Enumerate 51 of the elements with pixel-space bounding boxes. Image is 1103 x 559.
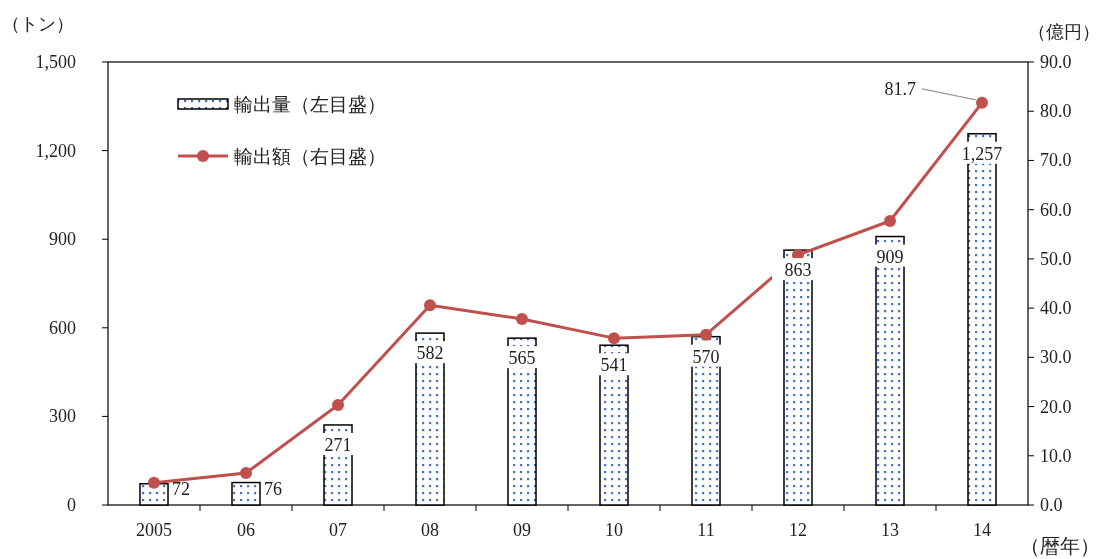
y2-tick-label: 0.0 — [1040, 495, 1063, 515]
y2-tick-label: 90.0 — [1040, 52, 1072, 72]
x-tick-label: 09 — [513, 520, 531, 540]
data-label: 565 — [508, 348, 536, 369]
data-label: 582 — [416, 343, 444, 364]
y2-tick-label: 80.0 — [1040, 101, 1072, 122]
y-tick-label: 1,500 — [35, 52, 76, 72]
data-label: 271 — [324, 434, 352, 455]
point — [976, 96, 988, 109]
y-tick-label: 900 — [49, 229, 76, 250]
point — [700, 328, 712, 341]
point — [240, 467, 252, 480]
point — [608, 332, 620, 345]
y-tick-label: 0 — [67, 495, 76, 515]
x-tick-label: 11 — [697, 520, 715, 540]
legend-label: 輸出量（左目盛） — [234, 94, 386, 115]
x-tick-label: 12 — [789, 520, 807, 540]
y2-tick-label: 70.0 — [1040, 150, 1072, 171]
y2-axis-title: （億円） — [1028, 22, 1100, 42]
data-label: 1,257 — [961, 143, 1003, 164]
x-tick-label: 2005 — [136, 520, 172, 540]
y2-tick-label: 40.0 — [1040, 298, 1072, 319]
point — [424, 299, 436, 312]
data-label: 863 — [784, 260, 812, 281]
data-label: 72 — [172, 479, 190, 499]
data-label: 81.7 — [884, 78, 916, 99]
x-tick-label: 10 — [605, 520, 623, 540]
y-tick-label: 600 — [49, 317, 76, 338]
point — [884, 214, 896, 227]
legend-label: 輸出額（右目盛） — [234, 146, 386, 167]
x-tick-label: 14 — [973, 520, 991, 540]
data-label: 909 — [876, 246, 904, 267]
x-tick-label: 13 — [881, 520, 899, 540]
x-tick-label: 06 — [237, 520, 255, 540]
y-axis-title: （トン） — [2, 14, 74, 34]
point — [332, 399, 344, 412]
x-tick-label: 07 — [329, 520, 347, 540]
point — [516, 312, 528, 325]
y2-tick-label: 10.0 — [1040, 445, 1072, 466]
point — [148, 476, 160, 489]
y2-tick-label: 60.0 — [1040, 199, 1072, 220]
y2-tick-label: 20.0 — [1040, 396, 1072, 417]
y2-tick-label: 30.0 — [1040, 347, 1072, 368]
x-tick-label: 08 — [421, 520, 439, 540]
y2-tick-label: 50.0 — [1040, 248, 1072, 269]
data-label: 570 — [692, 346, 720, 367]
y-tick-label: 1,200 — [35, 140, 76, 161]
x-axis-title: （暦年） — [1020, 535, 1100, 557]
y-tick-label: 300 — [49, 406, 76, 427]
data-label: 541 — [600, 355, 628, 376]
data-label: 76 — [264, 479, 282, 499]
